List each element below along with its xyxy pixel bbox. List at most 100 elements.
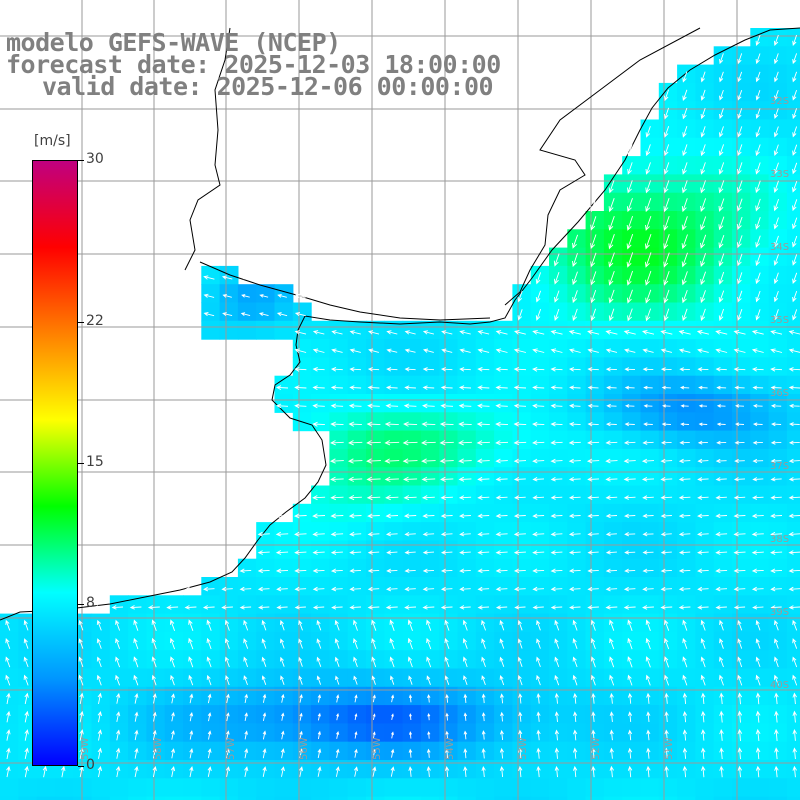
wind-arrow xyxy=(404,586,416,592)
wind-arrow xyxy=(550,403,563,409)
wind-arrow xyxy=(24,729,29,741)
wind-arrow xyxy=(642,568,654,573)
wind-speed-cell xyxy=(292,540,312,560)
wind-speed-cell xyxy=(274,668,294,688)
wind-speed-cell xyxy=(549,394,568,413)
wind-arrow xyxy=(24,765,29,778)
wind-arrow xyxy=(404,348,416,353)
wind-arrow xyxy=(698,422,708,426)
wind-arrow xyxy=(459,605,471,610)
wind-speed-cell xyxy=(713,265,733,285)
wind-arrow xyxy=(697,550,709,555)
wind-arrow xyxy=(755,90,761,101)
wind-arrow xyxy=(719,638,724,649)
wind-arrow xyxy=(499,765,505,778)
wind-speed-cell xyxy=(658,320,678,340)
wind-arrow xyxy=(330,440,344,446)
wind-arrow xyxy=(773,290,779,303)
wind-speed-cell xyxy=(732,320,751,340)
wind-arrow xyxy=(354,713,358,721)
wind-arrow xyxy=(386,330,398,335)
wind-arrow xyxy=(792,71,798,83)
wind-arrow xyxy=(536,656,541,668)
wind-speed-cell xyxy=(384,485,404,505)
wind-arrow xyxy=(792,710,797,723)
wind-arrow xyxy=(774,728,779,741)
wind-arrow xyxy=(774,765,779,778)
wind-speed-cell xyxy=(347,778,367,798)
wind-speed-cell xyxy=(292,668,312,688)
wind-arrow xyxy=(700,271,707,286)
wind-speed-cell xyxy=(768,156,788,175)
wind-speed-cell xyxy=(274,778,294,798)
wind-speed-cell xyxy=(750,540,770,560)
wind-arrow xyxy=(477,385,490,390)
wind-arrow xyxy=(440,513,453,519)
wind-arrow xyxy=(239,586,252,592)
wind-speed-cell xyxy=(494,357,513,377)
wind-speed-cell xyxy=(366,631,385,651)
wind-arrow xyxy=(734,440,745,445)
wind-arrow xyxy=(243,675,248,686)
wind-speed-cell xyxy=(329,577,349,596)
wind-speed-cell xyxy=(329,631,349,651)
wind-arrow xyxy=(663,215,670,231)
wind-speed-cell xyxy=(567,485,587,505)
wind-speed-cell xyxy=(329,686,349,706)
wind-speed-cell xyxy=(713,137,733,157)
wind-speed-cell xyxy=(567,540,587,560)
wind-speed-cell xyxy=(786,412,800,432)
wind-arrow xyxy=(298,675,303,685)
wind-speed-cell xyxy=(366,503,385,523)
wind-speed-cell xyxy=(256,778,276,798)
wind-arrow xyxy=(366,458,381,464)
wind-arrow xyxy=(317,730,321,740)
wind-arrow xyxy=(389,656,395,668)
wind-speed-cell xyxy=(274,284,294,304)
wind-arrow xyxy=(737,90,743,101)
wind-arrow xyxy=(239,568,252,574)
wind-arrow xyxy=(681,234,688,250)
wind-arrow xyxy=(477,476,490,482)
wind-speed-cell xyxy=(384,686,404,706)
wind-arrow xyxy=(737,144,743,157)
wind-arrow xyxy=(609,637,615,650)
wind-arrow xyxy=(572,308,578,322)
wind-speed-cell xyxy=(603,394,623,413)
wind-arrow xyxy=(386,568,398,574)
wind-speed-cell xyxy=(439,339,459,358)
wind-arrow xyxy=(569,385,581,390)
wind-arrow xyxy=(403,476,418,482)
wind-arrow xyxy=(171,730,175,740)
wind-arrow xyxy=(716,440,727,445)
latitude-label: 37S xyxy=(770,461,789,472)
wind-arrow xyxy=(788,495,800,500)
wind-arrow xyxy=(244,712,248,721)
wind-speed-cell xyxy=(329,668,349,688)
wind-arrow xyxy=(367,568,380,574)
wind-speed-cell xyxy=(677,265,696,285)
wind-speed-cell xyxy=(512,448,532,468)
wind-speed-cell xyxy=(439,577,459,596)
wind-arrow xyxy=(751,586,764,592)
wind-speed-cell xyxy=(750,320,770,340)
wind-arrow xyxy=(792,199,798,212)
wind-arrow xyxy=(535,308,542,321)
wind-arrow xyxy=(226,712,230,722)
wind-speed-cell xyxy=(640,595,660,615)
wind-arrow xyxy=(788,458,800,464)
wind-speed-cell xyxy=(512,375,532,395)
wind-speed-cell xyxy=(292,778,312,798)
wind-arrow xyxy=(553,271,560,285)
wind-speed-cell xyxy=(292,357,312,377)
wind-speed-cell xyxy=(585,668,605,688)
wind-arrow xyxy=(587,477,600,482)
wind-speed-cell xyxy=(750,778,770,798)
wind-speed-cell xyxy=(603,522,623,541)
wind-arrow xyxy=(518,693,523,704)
wind-speed-cell xyxy=(768,64,788,84)
wind-speed-cell xyxy=(530,357,550,377)
wind-speed-cell xyxy=(549,485,568,505)
wind-arrow xyxy=(294,531,307,537)
